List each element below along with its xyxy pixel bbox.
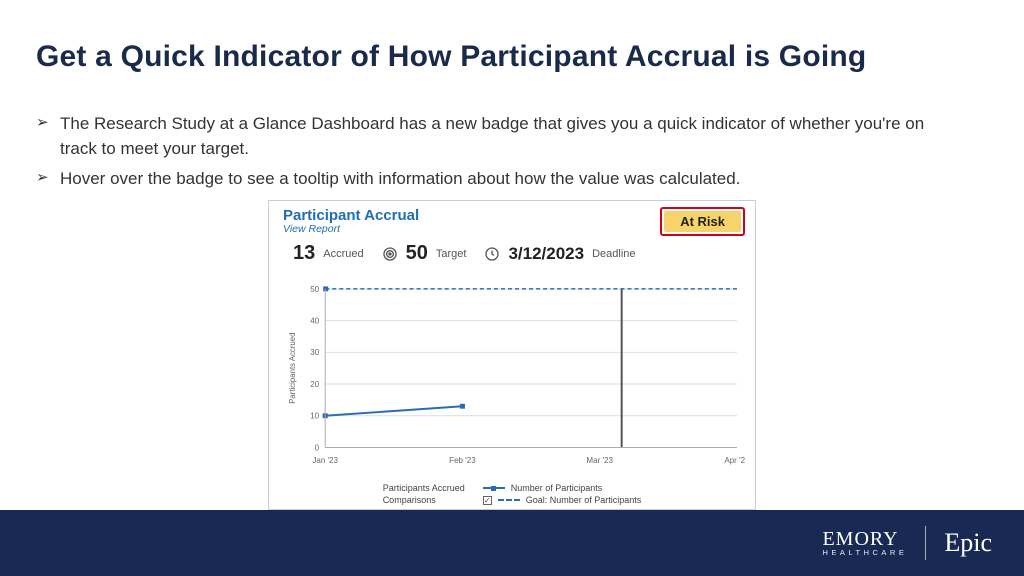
legend-label: Comparisons — [383, 495, 436, 505]
deadline-label: Deadline — [592, 248, 635, 260]
legend-label: Participants Accrued — [383, 483, 465, 493]
bullet-item: The Research Study at a Glance Dashboard… — [36, 112, 964, 161]
svg-text:20: 20 — [310, 380, 320, 389]
svg-text:30: 30 — [310, 348, 320, 357]
footer-divider — [925, 526, 926, 560]
legend-label: Number of Participants — [511, 483, 603, 493]
bullet-item: Hover over the badge to see a tooltip wi… — [36, 167, 964, 192]
chart-legend: Participants Accrued Comparisons Number … — [269, 483, 755, 505]
target-value: 50 — [406, 242, 428, 265]
slide-title: Get a Quick Indicator of How Participant… — [36, 40, 988, 74]
svg-text:Feb '23: Feb '23 — [449, 456, 476, 465]
target-icon — [382, 246, 398, 262]
epic-logo: Epic — [944, 528, 992, 558]
target-label: Target — [436, 248, 467, 260]
legend-swatch-solid — [483, 487, 505, 489]
svg-text:40: 40 — [310, 317, 320, 326]
legend-label: Goal: Number of Participants — [526, 495, 642, 505]
svg-text:10: 10 — [310, 412, 320, 421]
svg-text:Mar '23: Mar '23 — [586, 456, 613, 465]
svg-text:0: 0 — [315, 443, 320, 452]
emory-logo-text: EMORY — [822, 529, 907, 549]
panel-title: Participant Accrual — [283, 207, 419, 224]
bullet-list: The Research Study at a Glance Dashboard… — [36, 112, 964, 198]
accrual-chart: 0 10 20 30 40 50 Jan '23 Feb '23 Mar '23 Apr '23 P… — [283, 283, 745, 469]
accrual-dashboard-panel: Participant Accrual View Report At Risk … — [268, 200, 756, 510]
status-badge-highlight: At Risk — [660, 207, 745, 236]
kpi-row: 13 Accrued 50 Target 3/12/2023 Deadline — [269, 236, 755, 269]
svg-text:Jan '23: Jan '23 — [312, 456, 338, 465]
emory-logo-subtext: HEALTHCARE — [822, 549, 907, 557]
accrued-value: 13 — [293, 242, 315, 265]
svg-text:50: 50 — [310, 285, 320, 294]
svg-text:Apr '23: Apr '23 — [724, 456, 745, 465]
svg-text:Participants Accrued: Participants Accrued — [288, 333, 297, 404]
legend-swatch-dash — [498, 499, 520, 501]
slide-footer: EMORY HEALTHCARE Epic — [0, 510, 1024, 576]
status-badge[interactable]: At Risk — [664, 211, 741, 232]
view-report-link[interactable]: View Report — [283, 223, 419, 235]
emory-logo: EMORY HEALTHCARE — [822, 529, 907, 557]
deadline-value: 3/12/2023 — [508, 244, 584, 264]
accrued-label: Accrued — [323, 248, 363, 260]
clock-icon — [484, 246, 500, 262]
legend-checkbox-icon: ✓ — [483, 496, 492, 505]
